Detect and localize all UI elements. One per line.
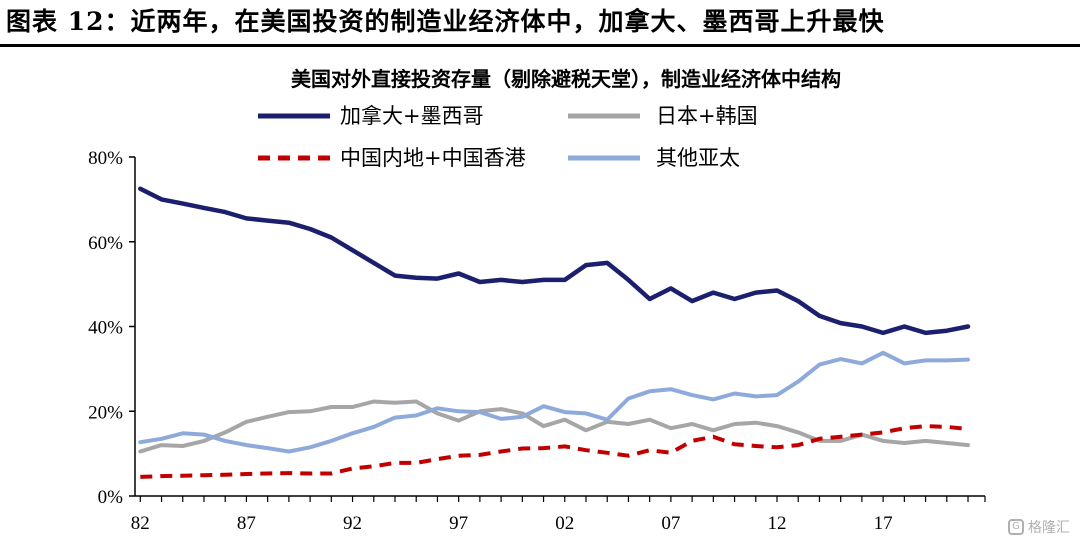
watermark-text: 格隆汇: [1028, 520, 1070, 536]
caption-divider: [0, 44, 1080, 47]
watermark: G 格隆汇: [1008, 517, 1070, 537]
x-tick-label: 92: [343, 513, 362, 534]
series-line-other-apac: [138, 350, 970, 454]
legend-label-other-apac: 其他亚太: [656, 146, 740, 170]
x-tick-label: 02: [555, 513, 574, 534]
axes: 0% 20% 40% 60% 80% 82 87 92 97 02 07 12 17: [88, 148, 986, 534]
y-tick-label: 20%: [88, 402, 123, 423]
y-tick-label: 60%: [88, 233, 123, 254]
gelonghui-logo-icon: G: [1008, 519, 1024, 535]
y-tick-label: 80%: [88, 148, 123, 169]
series-lines: [138, 186, 971, 479]
legend-label-canada-mexico: 加拿大+墨西哥: [340, 104, 484, 128]
x-tick-label: 87: [237, 513, 256, 534]
x-tick-label: 07: [661, 513, 680, 534]
series-line-canada-mexico: [138, 186, 971, 336]
legend-item-canada-mexico: 加拿大+墨西哥: [258, 104, 484, 128]
x-tick-label: 97: [449, 513, 468, 534]
y-tick-label: 0%: [98, 487, 124, 508]
series-line-china: [140, 424, 969, 479]
series-line-japan-korea: [138, 399, 970, 454]
legend-label-china: 中国内地+中国香港: [340, 146, 526, 170]
legend: 加拿大+墨西哥 日本+韩国 中国内地+中国香港 其他亚太: [258, 104, 758, 170]
legend-item-other-apac: 其他亚太: [568, 146, 740, 170]
x-tick-label: 12: [768, 513, 787, 534]
y-tick-label: 40%: [88, 318, 123, 339]
legend-item-china: 中国内地+中国香港: [258, 146, 526, 170]
x-tick-label: 82: [131, 513, 150, 534]
chart-title: 美国对外直接投资存量（剔除避税天堂），制造业经济体中结构: [291, 67, 841, 91]
figure-caption: 图表 12：近两年，在美国投资的制造业经济体中，加拿大、墨西哥上升最快: [6, 7, 885, 36]
legend-label-japan-korea: 日本+韩国: [656, 104, 758, 128]
x-tick-label: 17: [874, 513, 893, 534]
legend-item-japan-korea: 日本+韩国: [568, 104, 758, 128]
